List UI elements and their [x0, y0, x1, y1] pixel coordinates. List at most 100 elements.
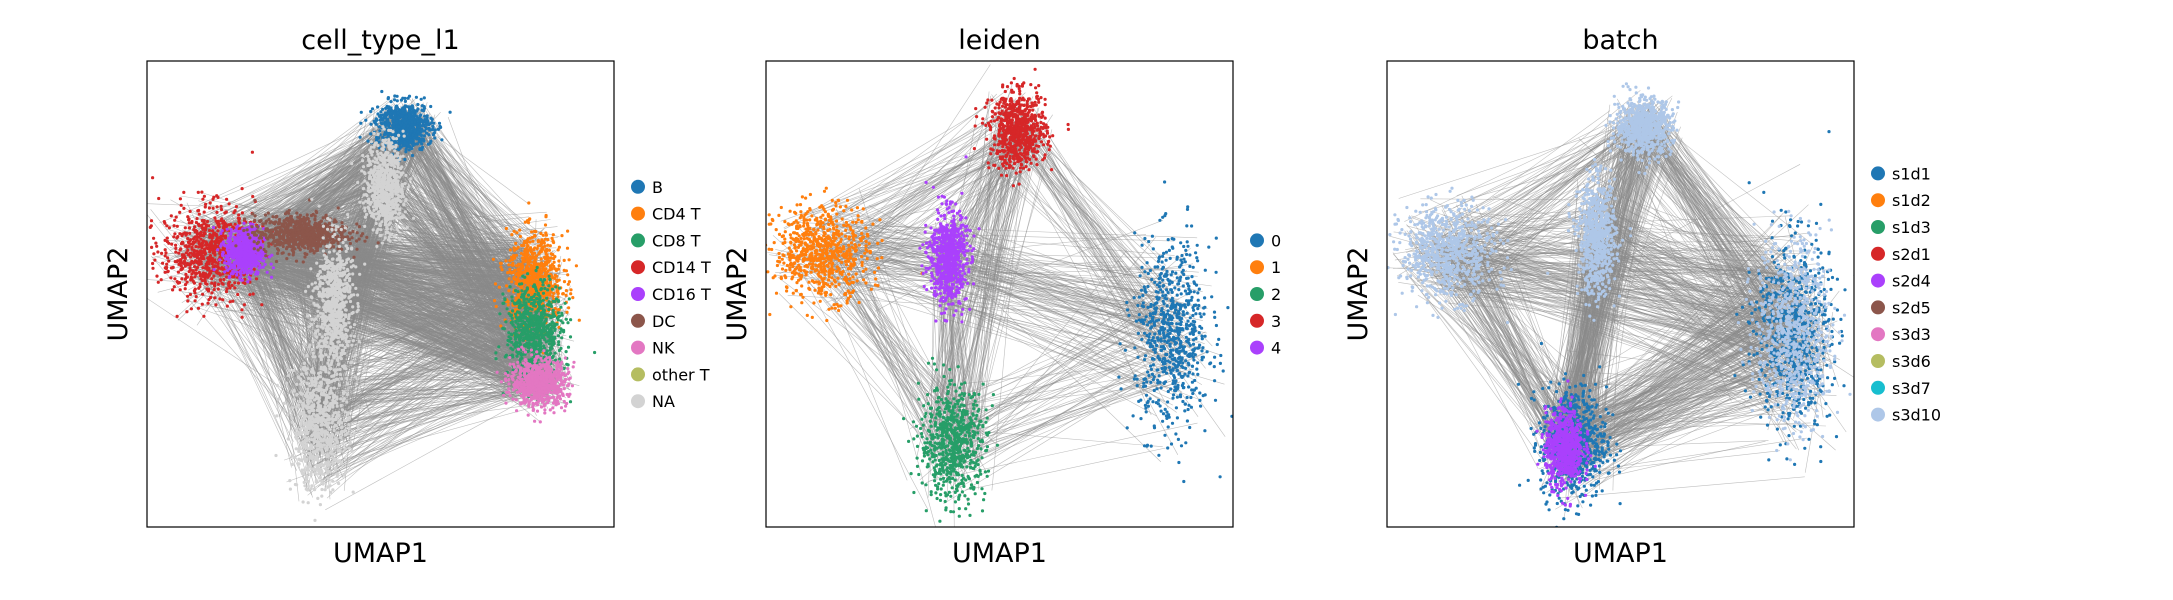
cell-point: [224, 244, 228, 248]
cell-point: [256, 251, 260, 255]
cell-point: [256, 248, 260, 252]
cell-point: [199, 252, 203, 256]
cell-point: [166, 269, 170, 273]
graph-edge: [321, 389, 525, 408]
cell-point: [163, 248, 167, 252]
cell-point: [195, 265, 200, 270]
graph-edge: [383, 210, 529, 375]
cell-point: [245, 252, 249, 256]
cell-point: [423, 114, 427, 118]
cell-point: [184, 233, 188, 237]
cell-point: [243, 277, 247, 281]
cell-point: [429, 128, 433, 132]
cell-point: [202, 271, 206, 275]
cell-point: [167, 259, 171, 263]
cell-point: [188, 266, 192, 270]
cell-point: [153, 258, 157, 262]
cell-point: [188, 209, 192, 213]
cell-point: [216, 248, 220, 252]
cell-point: [240, 232, 244, 237]
cell-point: [170, 242, 174, 246]
cell-point: [230, 244, 234, 248]
cell-point: [210, 236, 214, 240]
cell-point: [151, 261, 155, 266]
cell-point: [418, 114, 422, 118]
graph-edge: [334, 319, 516, 383]
cell-point: [213, 241, 217, 245]
cell-point: [233, 222, 237, 226]
graph-edge: [194, 150, 380, 249]
cell-point: [215, 194, 219, 198]
cell-point: [260, 303, 264, 307]
cell-point: [224, 290, 229, 294]
cell-point: [194, 268, 198, 272]
cell-point: [252, 253, 256, 257]
cell-point: [235, 273, 239, 277]
cell-point: [448, 110, 452, 114]
cell-point: [214, 233, 218, 237]
cell-point: [149, 224, 153, 228]
cell-point: [197, 245, 201, 249]
cell-point: [242, 303, 246, 307]
cell-point: [189, 307, 193, 311]
cell-point: [186, 294, 190, 298]
graph-edge: [294, 235, 312, 423]
cell-point: [174, 246, 178, 250]
cell-point: [411, 143, 415, 148]
cell-point: [425, 131, 429, 135]
cluster-B: [358, 89, 452, 163]
cell-point: [181, 232, 185, 236]
graph-edge: [314, 390, 555, 403]
cell-point: [413, 129, 417, 133]
cell-point: [396, 111, 400, 115]
cell-point: [398, 121, 402, 125]
cell-point: [399, 123, 403, 127]
cell-point: [174, 215, 178, 219]
cell-point: [178, 197, 182, 201]
cell-point: [401, 108, 405, 112]
cell-point: [410, 110, 414, 114]
cell-point: [206, 256, 210, 260]
cell-point: [417, 119, 421, 123]
cell-point: [198, 274, 202, 278]
cell-point: [202, 314, 206, 318]
cell-point: [385, 132, 389, 136]
cell-point: [243, 281, 247, 285]
graph-edge: [332, 394, 528, 425]
graph-edge: [202, 155, 383, 229]
cell-point: [163, 270, 167, 274]
cell-point: [233, 229, 237, 233]
cell-point: [197, 257, 201, 261]
cell-point: [161, 261, 165, 265]
cell-point: [259, 246, 263, 250]
cell-point: [393, 94, 397, 98]
cell-point: [190, 272, 194, 276]
cell-point: [198, 285, 202, 289]
cell-point: [340, 221, 344, 225]
graph-edge: [384, 197, 523, 357]
cell-point: [425, 114, 429, 118]
cell-point: [210, 291, 214, 295]
cell-point: [244, 261, 249, 265]
cell-point: [173, 277, 177, 281]
cell-point: [404, 115, 408, 119]
cell-point: [413, 120, 417, 124]
cell-point: [206, 287, 211, 291]
cell-point: [212, 268, 216, 272]
cell-point: [374, 138, 379, 143]
cell-point: [414, 134, 418, 138]
cell-point: [419, 140, 423, 144]
cell-point: [141, 260, 144, 263]
cell-point: [395, 104, 399, 108]
cell-point: [212, 288, 216, 292]
cell-point: [224, 265, 228, 269]
cell-point: [210, 262, 214, 266]
cell-point: [422, 134, 426, 138]
cell-point: [212, 274, 216, 278]
cell-point: [407, 116, 412, 120]
graph-edge: [241, 252, 316, 488]
cell-point: [188, 238, 193, 242]
cell-point: [184, 272, 188, 276]
graph-edge: [368, 192, 521, 405]
cell-point: [245, 243, 249, 247]
